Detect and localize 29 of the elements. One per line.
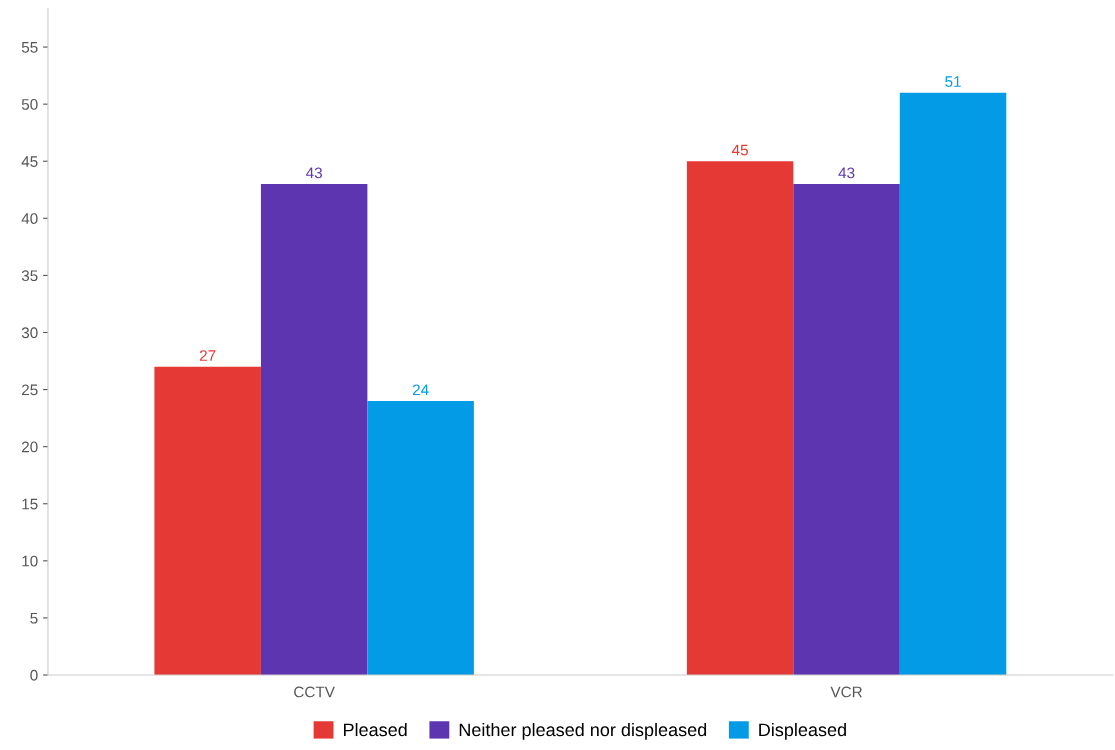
bar <box>686 161 794 675</box>
y-tick-label: 10 <box>22 555 38 567</box>
y-tick-label: 0 <box>30 669 38 681</box>
x-tick-label: CCTV <box>294 686 335 698</box>
y-tick-label: 30 <box>21 327 38 339</box>
y-tick-label: 40 <box>21 213 38 225</box>
data-label: 51 <box>945 76 961 87</box>
bar <box>260 184 368 675</box>
y-tick-label: 15 <box>22 498 38 510</box>
data-label: 27 <box>199 350 216 361</box>
data-label: 24 <box>412 384 429 396</box>
legend-label: Pleased <box>343 722 407 737</box>
bar <box>899 92 1007 675</box>
x-tick-label: VCR <box>830 686 862 698</box>
data-label: 43 <box>838 167 855 179</box>
data-label: 45 <box>731 144 748 156</box>
legend-label: Displeased <box>759 722 846 740</box>
legend-label: Neither pleased nor displeased <box>459 722 707 740</box>
y-tick-label: 50 <box>21 99 38 110</box>
data-label: 43 <box>306 167 322 179</box>
y-tick-label: 35 <box>21 270 38 282</box>
y-tick-label: 25 <box>22 384 38 396</box>
y-tick-label: 55 <box>21 42 38 53</box>
bar <box>154 366 261 675</box>
bar <box>793 184 900 675</box>
y-tick-label: 45 <box>21 156 38 167</box>
y-tick-label: 5 <box>30 612 38 624</box>
bar <box>367 400 474 675</box>
y-tick-label: 20 <box>22 441 38 453</box>
